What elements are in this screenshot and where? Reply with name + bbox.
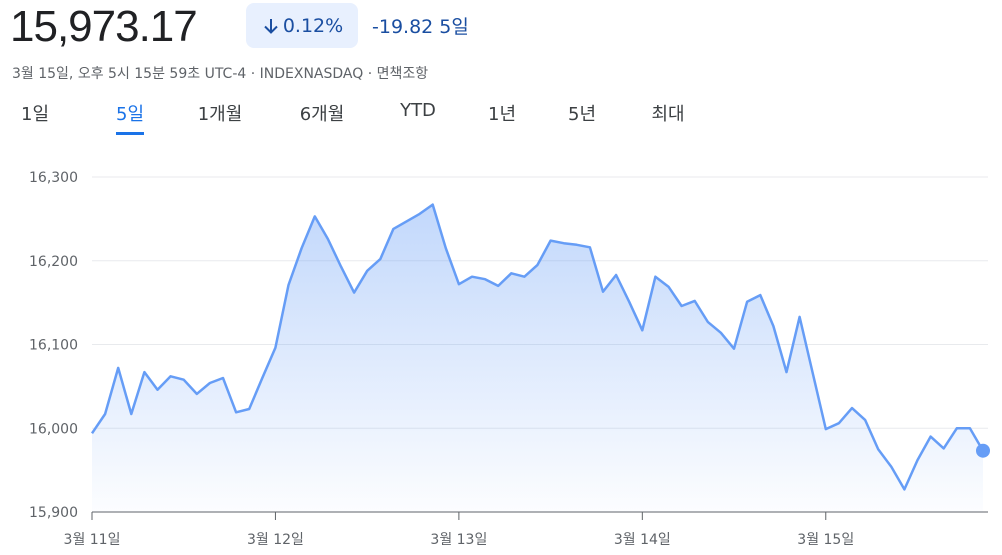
chart: 15,900 16,000 16,100 16,200 16,300 3월 11일 3월 1… — [29, 170, 990, 548]
range-tabs: 1일 5일 1개월 6개월 YTD 1년 5년 최대 — [0, 100, 760, 136]
y-tick-label: 15,900 — [29, 505, 78, 521]
x-tick-label: 3월 15일 — [797, 532, 854, 548]
y-tick-label: 16,300 — [29, 170, 78, 186]
range-tab[interactable]: 1년 — [487, 104, 517, 125]
change-badge: 0.12% — [246, 3, 358, 48]
range-tab[interactable]: 5일 — [115, 100, 145, 135]
down-arrow — [264, 18, 278, 34]
area — [92, 204, 983, 512]
period: 5일 — [439, 16, 469, 38]
x-tick-label: 3월 12일 — [247, 532, 304, 548]
x-tick-label: 3월 13일 — [430, 532, 487, 548]
change-value: -19.82 — [372, 16, 434, 38]
y-tick-label: 16,200 — [29, 254, 78, 270]
y-tick-label: 16,100 — [29, 338, 78, 354]
y-tick-label: 16,000 — [29, 421, 78, 437]
last-point — [976, 443, 990, 458]
range-tab[interactable]: YTD — [400, 100, 436, 121]
change: -19.82 5일 — [372, 12, 469, 39]
range-tab[interactable]: 1개월 — [197, 104, 243, 125]
subtitle: 3월 15일, 오후 5시 15분 59초 UTC-4 · INDEXNASDA… — [12, 66, 429, 82]
change-percent: 0.12% — [282, 14, 344, 37]
line — [90, 203, 985, 491]
range-tab[interactable]: 최대 — [651, 104, 685, 125]
x-tick-label: 3월 11일 — [64, 532, 121, 548]
x-tick-label: 3월 14일 — [614, 532, 671, 548]
range-tab[interactable]: 1일 — [20, 104, 50, 125]
range-tab[interactable]: 6개월 — [299, 104, 345, 125]
range-tab[interactable]: 5년 — [567, 104, 597, 125]
price: 15,973.17 — [10, 2, 198, 51]
